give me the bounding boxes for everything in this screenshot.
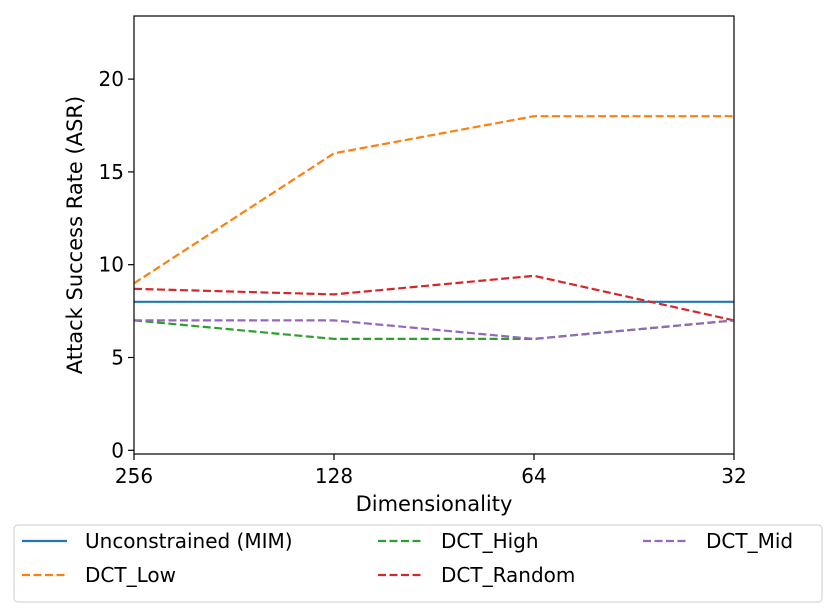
plot-frame [133,15,735,455]
x-tick-label: 32 [721,464,746,488]
legend-label: DCT_Mid [706,529,793,553]
x-axis: 256 128 64 32 [115,454,747,488]
x-tick-label: 256 [115,464,153,488]
legend-label: Unconstrained (MIM) [85,529,293,553]
y-tick-label: 15 [99,160,124,184]
series-line-dct-random [133,274,735,322]
series-line-dct-mid [134,319,735,340]
x-axis-label: Dimensionality [356,492,513,516]
legend-frame [13,524,823,603]
legend-label: DCT_Low [85,563,176,587]
legend-label: DCT_High [441,529,539,553]
y-tick-label: 20 [99,67,124,91]
x-tick-label: 128 [315,464,353,488]
legend: Unconstrained (MIM) DCT_Low DCT_High DCT_Ra… [13,524,823,603]
y-tick-label: 0 [111,438,124,462]
y-axis: 0 5 10 15 20 [99,67,134,462]
series-line-dct-low [133,115,734,285]
legend-label: DCT_Random [441,563,575,587]
x-tick-label: 64 [521,464,546,488]
y-tick-label: 5 [111,345,124,369]
y-tick-label: 10 [99,253,124,277]
y-axis-label: Attack Success Rate (ASR) [63,96,87,374]
plot-lines [133,115,735,340]
